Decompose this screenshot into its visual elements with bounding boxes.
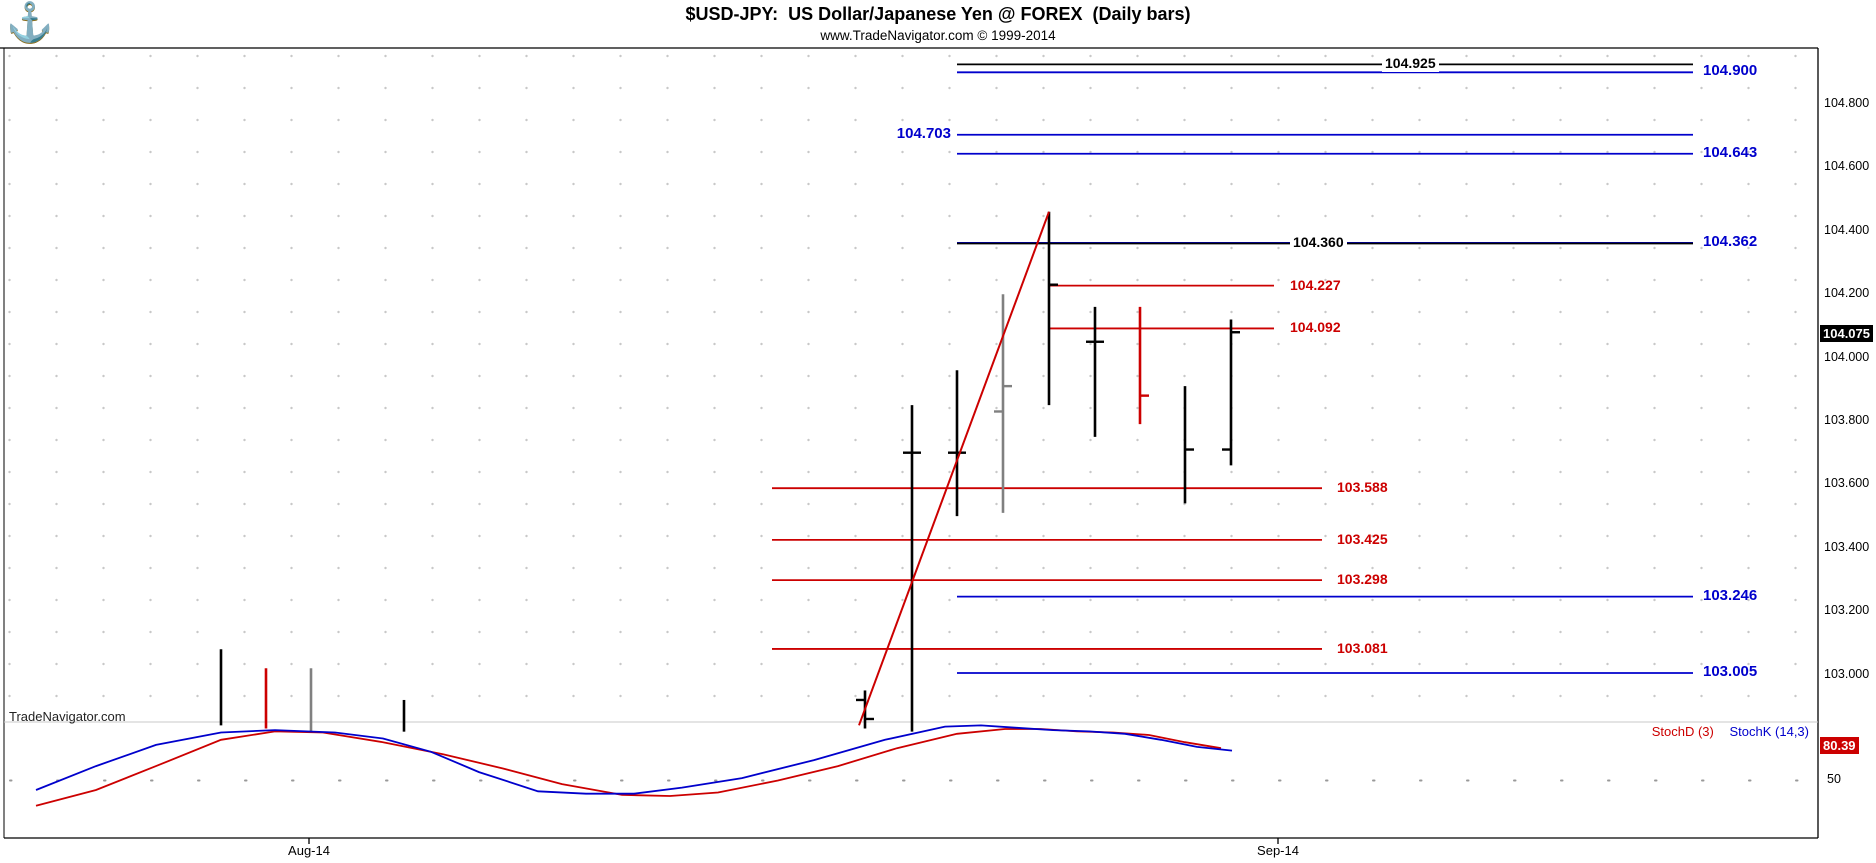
price-axis-label: 103.600: [1824, 476, 1870, 491]
price-level-label: 103.588: [1337, 479, 1388, 496]
trend-line[interactable]: [858, 211, 1050, 726]
price-level-label: 104.643: [1703, 143, 1758, 161]
chart-subtitle: www.TradeNavigator.com © 1999-2014: [820, 28, 1056, 43]
x-axis-label: Aug-14: [288, 843, 330, 858]
price-axis-label: 103.400: [1824, 539, 1870, 554]
price-level-label: 103.298: [1337, 571, 1388, 588]
price-level-label: 103.081: [1337, 639, 1388, 656]
watermark: TradeNavigator.com: [9, 709, 126, 724]
price-axis-label: 103.000: [1824, 666, 1870, 681]
stoch-legend: StochD (3) StochK (14,3): [1652, 724, 1809, 739]
price-axis-label: 104.200: [1824, 286, 1870, 301]
price-level-label: 103.425: [1337, 530, 1388, 547]
stoch-value-badge: 80.39: [1820, 737, 1859, 754]
chart-title: $USD-JPY: US Dollar/Japanese Yen @ FOREX…: [685, 4, 1191, 24]
price-axis-label: 104.000: [1824, 349, 1870, 364]
price-level-label: 104.925: [1382, 55, 1439, 73]
price-level-label: 104.227: [1290, 276, 1341, 293]
price-axis-label: 104.800: [1824, 96, 1870, 110]
price-level-label: 104.092: [1290, 319, 1341, 336]
price-level-label: 104.900: [1703, 62, 1758, 80]
stochk-line: [35, 724, 1233, 795]
last-price-badge: 104.075: [1820, 325, 1873, 342]
price-level-label: 104.360: [1290, 234, 1347, 252]
price-level-label: 104.703: [896, 124, 951, 142]
price-axis-label: 104.400: [1824, 222, 1870, 237]
price-axis-label: 103.800: [1824, 413, 1870, 427]
price-axis-label: 103.200: [1824, 603, 1870, 618]
price-level-label: 103.005: [1703, 663, 1758, 680]
price-level-label: 103.246: [1703, 586, 1758, 604]
price-level-label: 104.362: [1703, 232, 1758, 250]
tradenavigator-logo-icon: ⚓: [6, 2, 54, 44]
price-axis-label: 104.600: [1824, 159, 1870, 174]
stochd-legend-label[interactable]: StochD (3): [1651, 724, 1714, 739]
stochk-legend-label[interactable]: StochK (14,3): [1729, 724, 1810, 739]
x-axis-label: Sep-14: [1257, 843, 1299, 858]
stoch-mid-label: 50: [1827, 772, 1841, 786]
